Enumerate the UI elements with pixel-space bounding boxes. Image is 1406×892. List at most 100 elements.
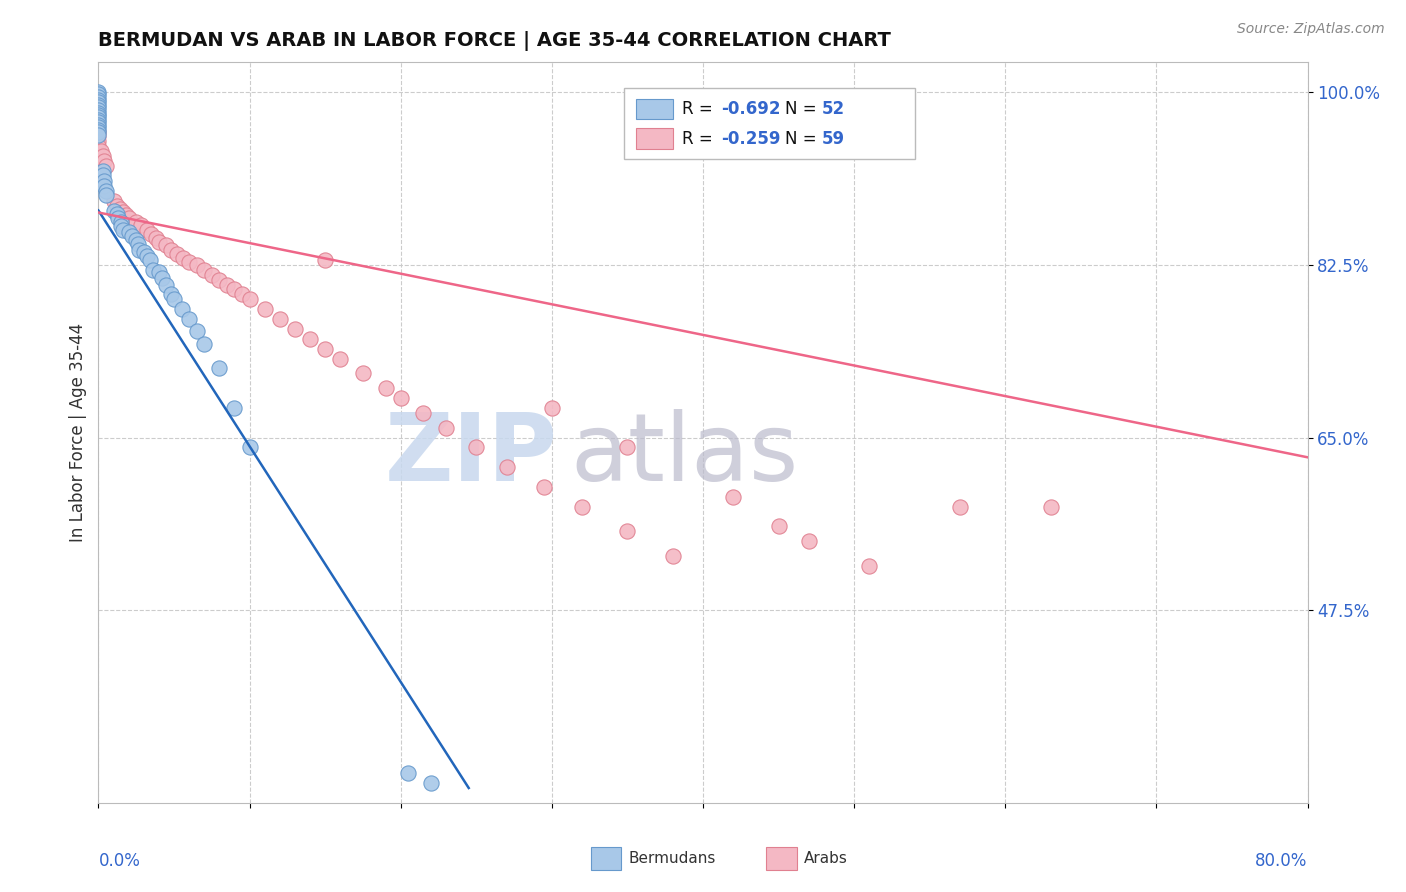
Text: 80.0%: 80.0% [1256, 852, 1308, 871]
Point [127, 237, 149, 252]
Y-axis label: In Labor Force | Age 35-44: In Labor Force | Age 35-44 [69, 323, 87, 542]
Point [125, 215, 148, 229]
Point [94, 159, 117, 173]
Point [193, 336, 215, 351]
Point [91, 168, 114, 182]
Point [495, 460, 517, 475]
Point [396, 766, 419, 780]
Text: 52: 52 [821, 100, 845, 118]
Point [723, 490, 745, 504]
Point [87, 105, 110, 120]
Point [87, 93, 110, 107]
Point [118, 225, 141, 239]
Point [145, 231, 167, 245]
Point [111, 205, 134, 219]
Point [108, 202, 131, 216]
Point [141, 227, 163, 242]
Point [616, 441, 638, 455]
Point [163, 293, 186, 307]
Point [87, 85, 110, 99]
Point [132, 244, 155, 259]
Point [87, 90, 110, 104]
Point [239, 293, 262, 307]
Point [420, 776, 443, 790]
Point [540, 401, 562, 415]
Point [118, 211, 141, 226]
Point [231, 287, 253, 301]
Point [87, 110, 110, 124]
Point [87, 112, 110, 127]
Point [186, 258, 208, 272]
Point [93, 178, 115, 193]
Point [239, 441, 262, 455]
Point [215, 277, 238, 292]
Point [949, 500, 972, 514]
Point [352, 367, 374, 381]
Point [129, 219, 152, 233]
Point [94, 187, 117, 202]
Text: N =: N = [785, 100, 823, 118]
Point [135, 223, 157, 237]
Point [87, 95, 110, 109]
Point [87, 103, 110, 117]
Point [125, 233, 148, 247]
Point [150, 270, 173, 285]
Point [329, 351, 352, 366]
Point [111, 223, 134, 237]
Point [87, 135, 110, 149]
Point [253, 302, 276, 317]
Point [389, 391, 412, 405]
Point [208, 361, 231, 376]
Point [142, 262, 165, 277]
Point [148, 235, 170, 249]
Point [135, 249, 157, 263]
Text: atlas: atlas [569, 409, 799, 500]
Point [179, 255, 201, 269]
Point [103, 194, 125, 208]
Text: 0.0%: 0.0% [98, 852, 141, 871]
Point [284, 322, 307, 336]
Point [110, 219, 132, 234]
Text: Arabs: Arabs [804, 851, 848, 865]
Point [1039, 500, 1062, 514]
Point [661, 549, 683, 563]
Point [160, 243, 183, 257]
Text: -0.259: -0.259 [721, 129, 780, 148]
Point [93, 174, 115, 188]
Point [93, 154, 115, 169]
Point [91, 164, 114, 178]
Point [797, 534, 820, 549]
Point [186, 324, 208, 338]
Point [87, 120, 110, 134]
Point [121, 229, 143, 244]
Point [128, 243, 150, 257]
Point [208, 272, 231, 286]
Point [193, 262, 215, 277]
Point [465, 441, 488, 455]
Point [87, 118, 110, 132]
Point [105, 207, 128, 221]
Point [87, 124, 110, 138]
Point [155, 238, 177, 252]
Point [87, 124, 110, 138]
FancyBboxPatch shape [637, 128, 672, 149]
Text: N =: N = [785, 129, 823, 148]
Point [224, 401, 246, 415]
Text: 59: 59 [821, 129, 845, 148]
Point [160, 287, 183, 301]
Point [374, 381, 396, 395]
Point [87, 98, 110, 112]
Point [114, 209, 136, 223]
Point [107, 211, 129, 226]
Point [91, 149, 114, 163]
Point [314, 342, 336, 356]
Point [87, 108, 110, 122]
Point [172, 251, 194, 265]
Point [201, 268, 224, 282]
Point [533, 480, 555, 494]
Text: -0.692: -0.692 [721, 100, 780, 118]
Text: BERMUDAN VS ARAB IN LABOR FORCE | AGE 35-44 CORRELATION CHART: BERMUDAN VS ARAB IN LABOR FORCE | AGE 35… [98, 30, 891, 51]
Point [110, 215, 132, 229]
Point [571, 500, 593, 514]
FancyBboxPatch shape [637, 99, 672, 120]
